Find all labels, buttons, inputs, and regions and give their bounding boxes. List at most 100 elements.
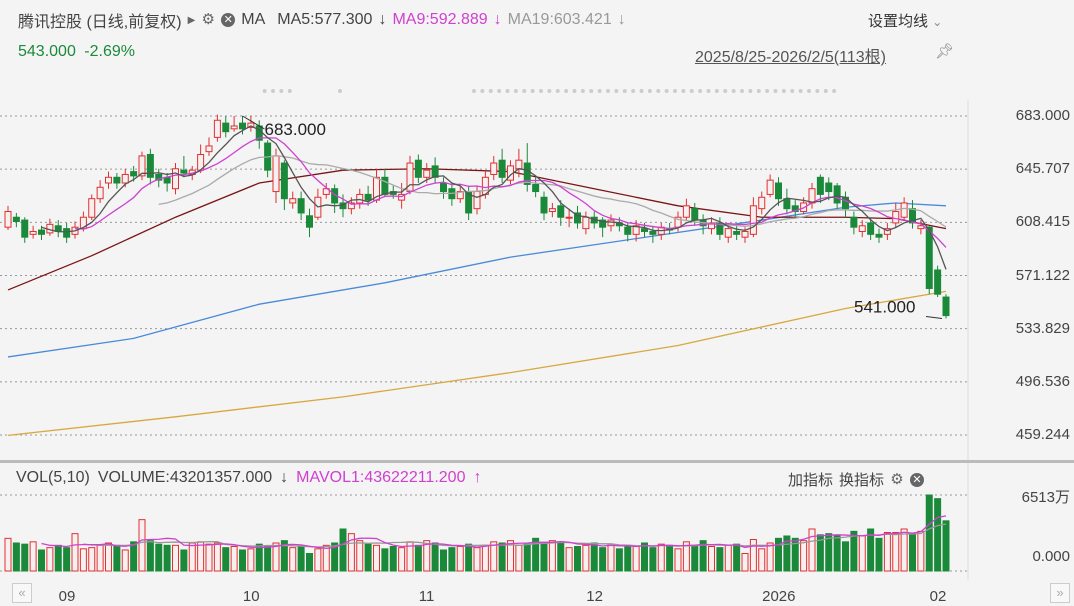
volume-bar-down (222, 547, 230, 572)
event-marker (539, 89, 543, 93)
candle-down (867, 222, 875, 235)
volume-bar-up (356, 540, 364, 572)
volume-bar-up (314, 548, 322, 572)
candle-down (716, 222, 724, 235)
add-indicator-button[interactable]: 加指标 (788, 472, 834, 489)
volume-bar-down (448, 547, 456, 572)
triangle-right-icon[interactable]: ▶ (187, 14, 196, 26)
pin-icon[interactable]: 📌︎ (935, 43, 955, 60)
event-marker (773, 89, 778, 93)
candle-down (791, 205, 799, 213)
event-marker (723, 89, 728, 93)
volume-bar-down (54, 544, 62, 572)
gear-icon[interactable]: ⚙ (890, 470, 904, 488)
volume-bar-down (180, 549, 188, 572)
event-marker (271, 89, 275, 93)
price-tick-label: 683.000 (1015, 107, 1070, 124)
event-marker (765, 89, 770, 93)
scroll-left-button[interactable]: « (12, 583, 32, 603)
candle-down (934, 269, 942, 295)
candle-down (414, 159, 422, 178)
volume-bar-up (473, 547, 481, 572)
event-marker (639, 89, 644, 93)
volume-bar-down (649, 547, 657, 572)
gear-icon[interactable]: ⚙ (201, 11, 215, 28)
close-icon[interactable]: ✕ (221, 13, 236, 27)
date-range[interactable]: 2025/8/25-2026/2/5(113根) (695, 49, 886, 66)
candle-up (858, 225, 866, 232)
extreme-price-label: 683.000 (265, 120, 326, 139)
volume-bar-down (239, 549, 246, 572)
volume-bar-down (791, 537, 799, 572)
volume-bar-up (205, 543, 213, 572)
event-marker (472, 89, 476, 93)
candle-down (825, 182, 833, 193)
event-marker (597, 89, 602, 93)
volume-bar-down (414, 544, 422, 572)
candle-down (381, 176, 389, 195)
time-tick-label: 12 (586, 588, 603, 605)
candle-down (942, 296, 950, 317)
candle-down (557, 205, 565, 218)
volume-bar-up (481, 544, 489, 572)
volume-bar-down (280, 540, 288, 572)
candle-down (498, 159, 506, 178)
candle-up (347, 202, 355, 210)
price-tick-label: 533.829 (1015, 319, 1070, 337)
event-marker (522, 89, 527, 93)
price-tick-label: 571.122 (1015, 266, 1070, 284)
ma9-arrow: ↓ (493, 11, 502, 28)
volume-bar-down (12, 542, 20, 572)
volume-bar-up (490, 541, 498, 572)
candle-down (239, 122, 246, 130)
candle-up (883, 228, 891, 235)
volume-bar-up (548, 540, 556, 572)
volume-bar-down (155, 543, 163, 572)
volume-bar-down (146, 540, 154, 572)
volume-bar-up (682, 541, 690, 572)
volume-bar-up (507, 540, 514, 572)
candle-down (440, 182, 447, 193)
event-marker (798, 89, 803, 93)
volume-bar-up (708, 545, 715, 572)
volume-bar-down (842, 541, 849, 572)
indicator-tools: 加指标 换指标 ⚙ ✕ (788, 469, 925, 490)
volume-bar-down (624, 544, 632, 572)
ma5-arrow: ↓ (378, 11, 387, 28)
event-marker (547, 89, 552, 93)
event-marker (622, 89, 627, 93)
candle-up (88, 198, 96, 218)
scroll-right-button[interactable]: » (1050, 583, 1070, 603)
volume-bar-up (582, 544, 590, 572)
switch-indicator-button[interactable]: 换指标 (839, 472, 885, 489)
annotation-arrow (242, 115, 265, 130)
volume-bar-up (46, 547, 54, 572)
volume-bar-up (892, 531, 900, 572)
candle-up (892, 211, 900, 224)
candle-down (624, 226, 632, 235)
ma5-value: MA5:577.300 (277, 11, 373, 28)
ma9-line (74, 137, 947, 248)
set-ma-label: 设置均线 (868, 13, 929, 30)
candle-up (607, 219, 615, 227)
event-marker (748, 89, 753, 93)
volume-bar-down (733, 543, 741, 572)
set-ma-dropdown[interactable]: 设置均线 ⌄ (868, 10, 942, 31)
stock-title[interactable]: 腾讯控股 (日线,前复权) (18, 14, 182, 31)
candle-down (816, 176, 824, 195)
volume-bar-down (666, 544, 674, 572)
price-tick-label: 496.536 (1015, 372, 1070, 390)
volume-bar-down (364, 543, 372, 572)
time-tick-label: 2026 (762, 588, 796, 605)
event-marker (287, 89, 292, 93)
close-icon[interactable]: ✕ (910, 472, 925, 487)
candle-down (523, 162, 531, 185)
volume-bar-up (4, 537, 12, 572)
ma-line-yellow (7, 290, 947, 436)
volume-bar-down (540, 542, 548, 572)
volume-bar-up (858, 535, 866, 572)
event-marker (513, 89, 518, 93)
event-marker (530, 89, 535, 93)
volume-bar-up (515, 544, 523, 572)
